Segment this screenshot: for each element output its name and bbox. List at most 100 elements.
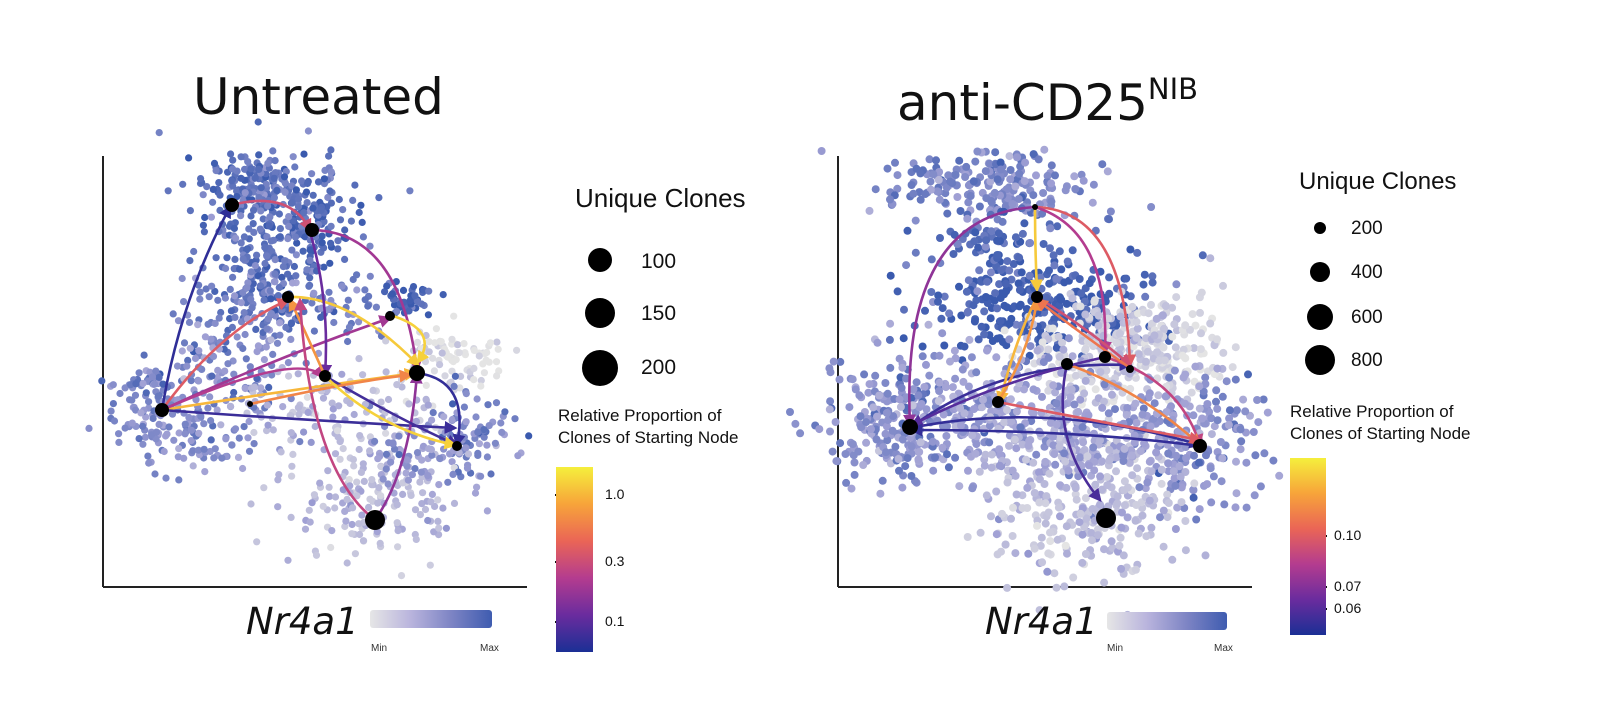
cell-point: [187, 437, 195, 445]
cell-point: [1147, 203, 1156, 211]
cell-point: [135, 369, 143, 377]
cell-point: [1060, 278, 1069, 287]
cell-point: [1181, 370, 1190, 379]
cell-point: [436, 454, 444, 462]
cell-point: [909, 385, 918, 394]
cell-point: [254, 342, 262, 350]
cell-point: [1035, 498, 1044, 507]
cell-point: [1220, 500, 1229, 509]
cell-point: [233, 187, 241, 195]
cell-point: [1178, 351, 1187, 360]
cell-point: [208, 372, 216, 380]
cell-point: [920, 383, 929, 391]
cell-point: [911, 216, 920, 225]
cell-point: [1210, 422, 1219, 431]
cell-point: [444, 478, 452, 486]
cell-point: [271, 256, 279, 264]
cell-point: [934, 297, 942, 306]
cell-point: [189, 462, 197, 470]
cell-point: [1075, 275, 1084, 283]
cell-point: [474, 449, 482, 457]
cell-point: [1035, 468, 1043, 477]
cell-point: [470, 364, 478, 372]
cell-point: [975, 467, 984, 476]
cell-point: [483, 507, 491, 515]
cell-point: [1146, 422, 1155, 431]
cell-point: [280, 173, 289, 181]
cell-point: [993, 175, 1002, 184]
cell-point: [1054, 332, 1063, 341]
cell-point: [261, 259, 269, 268]
cell-point: [1103, 481, 1112, 490]
cell-point: [1194, 458, 1203, 467]
cell-point: [826, 397, 835, 406]
cell-point: [1085, 279, 1094, 288]
transition-arrow: [324, 374, 460, 447]
cell-point: [434, 496, 442, 504]
cell-point: [394, 527, 402, 535]
cell-point: [471, 489, 480, 497]
title-text: anti-CD25: [897, 74, 1148, 132]
cell-point: [375, 484, 383, 492]
cell-point: [250, 383, 259, 391]
cell-point: [1067, 385, 1076, 394]
cell-point: [903, 226, 912, 235]
cell-point: [1008, 466, 1017, 475]
cell-point: [1189, 411, 1198, 420]
cell-point: [307, 438, 315, 446]
cell-point: [897, 383, 906, 392]
cell-point: [1046, 537, 1055, 546]
transition-arrow: [1034, 298, 1131, 370]
cell-point: [135, 435, 143, 443]
cell-point: [346, 482, 354, 490]
cell-point: [305, 282, 313, 290]
cell-point: [941, 383, 950, 392]
cell-point: [1218, 454, 1227, 463]
cell-point: [1078, 558, 1087, 567]
cell-point: [250, 428, 258, 437]
cell-point: [1201, 551, 1210, 560]
cell-point: [377, 492, 385, 500]
cell-point: [835, 375, 844, 384]
cell-point: [907, 442, 916, 451]
cell-point: [1050, 315, 1059, 324]
cell-point: [1071, 185, 1080, 193]
cell-point: [376, 539, 384, 548]
cell-point: [946, 177, 955, 186]
cell-point: [217, 308, 225, 317]
cell-point: [1168, 303, 1177, 312]
cell-point: [982, 236, 991, 245]
cell-point: [929, 466, 938, 475]
cell-point: [288, 182, 296, 190]
cell-point: [1140, 270, 1149, 279]
cell-point: [1037, 533, 1046, 542]
cell-point: [263, 252, 271, 260]
cell-point: [175, 429, 183, 437]
cell-point: [168, 410, 177, 418]
cell-point: [1171, 343, 1180, 352]
edge-colorbar-right: [1290, 458, 1326, 635]
cell-point: [864, 388, 873, 397]
cell-point: [240, 233, 248, 241]
cell-point: [115, 438, 123, 446]
transition-arrow: [309, 228, 423, 373]
cell-point: [145, 459, 153, 467]
cell-point: [987, 463, 996, 472]
cell-point: [180, 339, 189, 347]
cell-point: [1010, 435, 1019, 444]
cell-point: [487, 470, 495, 478]
cell-point: [883, 389, 892, 398]
cell-point: [1232, 406, 1241, 415]
cell-point: [1064, 466, 1073, 475]
cell-point: [1239, 395, 1248, 404]
cell-point: [116, 389, 124, 398]
cell-point: [957, 311, 966, 320]
cell-point: [982, 491, 991, 500]
cell-point: [1044, 345, 1053, 354]
cell-point: [1001, 540, 1010, 549]
cell-point: [350, 410, 358, 419]
cell-point: [1225, 414, 1234, 423]
cell-point: [1249, 428, 1258, 436]
cell-point: [294, 404, 302, 412]
